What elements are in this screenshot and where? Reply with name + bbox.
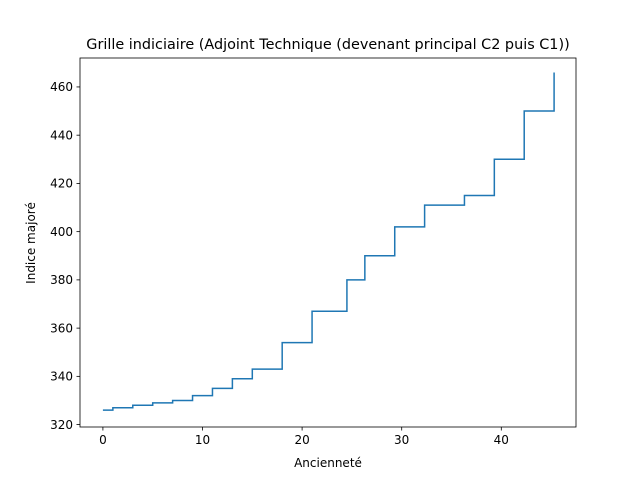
x-tick-label: 0 [99, 433, 107, 447]
x-axis: 0 10 20 30 40 [99, 427, 509, 447]
y-axis-label: Indice majoré [24, 202, 38, 284]
x-tick-label: 40 [494, 433, 509, 447]
y-tick-label: 360 [50, 321, 73, 335]
plot-area [102, 72, 555, 411]
y-tick-label: 400 [50, 225, 73, 239]
y-axis: 320 340 360 380 400 420 440 460 [50, 80, 80, 432]
series-line [102, 72, 555, 411]
x-tick-label: 30 [394, 433, 409, 447]
y-tick-label: 420 [50, 177, 73, 191]
axes-frame [79, 57, 577, 428]
x-tick-label: 10 [195, 433, 210, 447]
y-tick-label: 380 [50, 273, 73, 287]
y-tick-label: 340 [50, 370, 73, 384]
y-tick-label: 320 [50, 418, 73, 432]
y-tick-label: 440 [50, 128, 73, 142]
x-axis-label: Ancienneté [294, 456, 362, 470]
x-tick-label: 20 [294, 433, 309, 447]
chart-title: Grille indiciaire (Adjoint Technique (de… [86, 37, 569, 53]
y-tick-label: 460 [50, 80, 73, 94]
